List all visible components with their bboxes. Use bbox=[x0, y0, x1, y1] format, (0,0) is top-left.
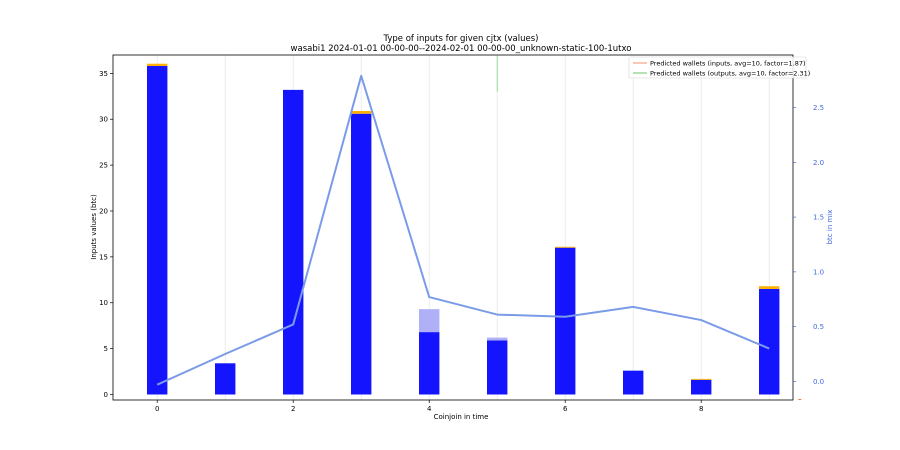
y-tick-label: 10 bbox=[99, 299, 108, 307]
y-right-tick-label: 2.0 bbox=[813, 159, 824, 167]
bar-segment bbox=[419, 309, 440, 333]
bar-segment bbox=[487, 340, 508, 395]
x-axis-label: Coinjoin in time bbox=[434, 413, 489, 421]
y-axis-right-label: btc in mix bbox=[826, 210, 834, 245]
plot-area: 0 5 10 15 20 25 30 35 0 2 4 6 8 0.0 0.5 1.0 1.5 2.0 2.5 Pre… bbox=[99, 54, 824, 413]
plot-frame bbox=[112, 54, 794, 401]
chart-subtitle: wasabi1 2024-01-01 00-00-00--2024-02-01 … bbox=[291, 44, 632, 54]
bar-segment bbox=[351, 110, 372, 114]
bar-segment bbox=[419, 332, 440, 395]
legend-label: Predicted wallets (inputs, avg=10, facto… bbox=[650, 59, 806, 67]
y-right-tick-label: 0.0 bbox=[813, 378, 824, 386]
bar-segment bbox=[147, 63, 168, 67]
y-right-tick-label: 1.0 bbox=[813, 268, 824, 276]
x-tick-label: 4 bbox=[427, 405, 432, 413]
btc-in-mix-line bbox=[156, 74, 770, 386]
bar-segment bbox=[691, 379, 712, 395]
legend-box bbox=[628, 56, 807, 79]
legend-label: Predicted wallets (outputs, avg=10, fact… bbox=[650, 69, 810, 77]
y-tick-label: 30 bbox=[99, 116, 108, 124]
y-tick-label: 5 bbox=[104, 345, 108, 353]
bar-segment bbox=[691, 378, 712, 380]
bar-segment bbox=[147, 66, 168, 395]
bar-segment bbox=[487, 337, 508, 341]
bar-segment bbox=[555, 247, 576, 395]
bar-segment bbox=[623, 370, 644, 395]
chart-title: Type of inputs for given cjtx (values) bbox=[383, 34, 539, 44]
y-tick-label: 0 bbox=[104, 391, 108, 399]
bar-segment bbox=[351, 113, 372, 395]
x-tick-label: 8 bbox=[699, 405, 703, 413]
bar-segment bbox=[215, 363, 236, 395]
y-tick-label: 15 bbox=[99, 253, 108, 261]
y-axis-label: Inputs values (btc) bbox=[90, 194, 98, 260]
x-tick-label: 2 bbox=[291, 405, 295, 413]
bar-segment bbox=[555, 246, 576, 248]
x-tick-label: 6 bbox=[563, 405, 568, 413]
bar-segment bbox=[283, 89, 304, 395]
y-right-tick-label: 0.5 bbox=[813, 323, 824, 331]
y-tick-label: 35 bbox=[99, 70, 108, 78]
bar-segment bbox=[759, 288, 780, 395]
y-right-tick-label: 2.5 bbox=[813, 104, 824, 112]
y-tick-label: 20 bbox=[99, 207, 108, 215]
x-tick-label: 0 bbox=[155, 405, 159, 413]
bar-segment bbox=[759, 286, 780, 289]
y-right-tick-label: 1.5 bbox=[813, 214, 824, 222]
y-tick-label: 25 bbox=[99, 162, 108, 170]
